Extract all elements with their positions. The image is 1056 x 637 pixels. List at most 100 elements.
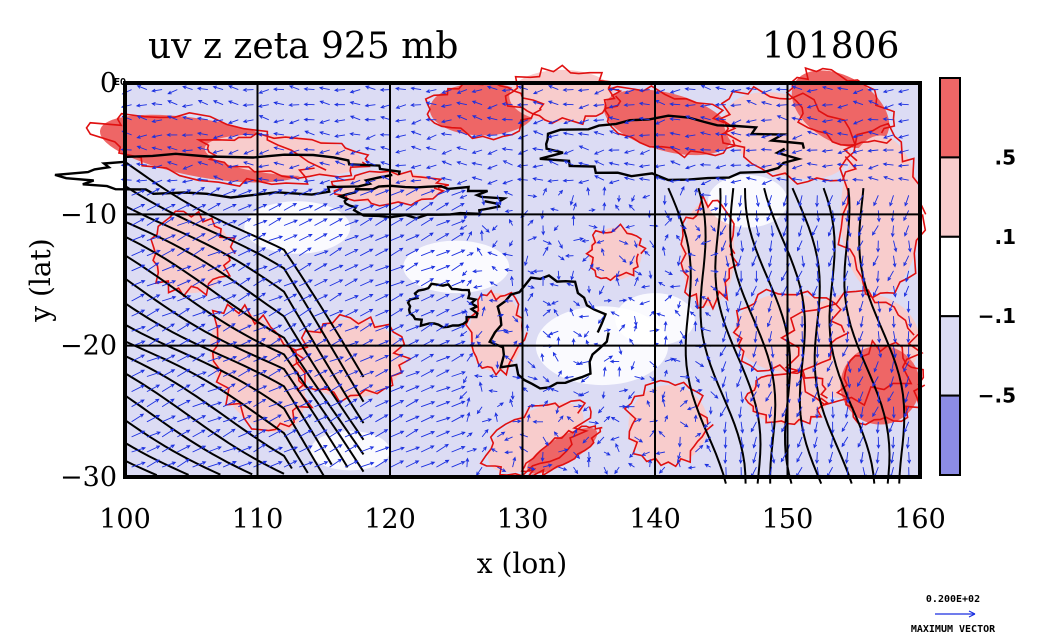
wind-vector <box>359 398 373 408</box>
wind-vector <box>420 415 435 423</box>
wind-vector <box>329 428 343 438</box>
wind-vector <box>760 164 772 169</box>
wind-vector <box>375 386 390 393</box>
wind-vector <box>451 431 466 438</box>
wind-vector <box>791 177 803 182</box>
wind-vector <box>903 361 910 373</box>
wind-vector <box>192 278 206 287</box>
wind-vector <box>736 255 742 268</box>
wind-vector <box>288 103 300 107</box>
wind-vector <box>405 325 420 332</box>
wind-vector <box>638 133 650 138</box>
wind-vector <box>725 391 730 404</box>
wind-vector <box>593 131 605 136</box>
wind-vector <box>566 282 574 287</box>
wind-vector <box>146 280 162 287</box>
wind-vector <box>882 148 894 153</box>
wind-vector <box>299 400 313 408</box>
wind-vector <box>390 217 404 226</box>
wind-vector <box>603 466 608 475</box>
wind-vector <box>131 218 145 226</box>
wind-vector <box>852 177 864 182</box>
wind-vector <box>624 89 635 94</box>
wind-vector <box>821 103 833 107</box>
wind-vector <box>768 240 773 253</box>
wind-vector <box>550 300 559 305</box>
wind-vector <box>876 436 881 449</box>
wind-vector <box>676 255 681 267</box>
wind-vector <box>501 132 513 137</box>
wind-vector <box>268 414 282 423</box>
wind-vector <box>532 164 544 169</box>
wind-vector <box>273 101 285 106</box>
wind-vector <box>532 147 544 151</box>
wind-vector <box>405 280 420 287</box>
wind-vector <box>836 131 848 136</box>
wind-vector <box>830 421 835 434</box>
wind-vector <box>887 391 894 402</box>
wind-vector <box>436 416 451 423</box>
wind-vector <box>542 436 549 447</box>
x-tick-label: 110 <box>232 504 284 535</box>
wind-vector <box>161 248 176 257</box>
wind-vector <box>420 369 435 377</box>
wind-vector <box>268 385 283 393</box>
wind-vector <box>685 115 696 121</box>
height-contour <box>124 254 365 473</box>
wind-vector <box>723 421 727 434</box>
wind-vector <box>627 296 635 302</box>
wind-vector <box>846 391 851 404</box>
wind-vector <box>283 293 298 302</box>
wind-vector <box>192 461 207 468</box>
wind-vector <box>192 323 206 332</box>
wind-vector <box>577 161 589 166</box>
wind-vector <box>314 203 328 211</box>
wind-vector <box>746 100 757 106</box>
wind-vector <box>167 89 178 95</box>
wind-vector <box>782 225 788 238</box>
wind-vector <box>577 131 589 136</box>
wind-vector <box>425 101 437 106</box>
wind-vector <box>549 387 559 393</box>
wind-vector <box>420 217 434 226</box>
wind-vector <box>329 204 344 211</box>
wind-vector <box>663 335 668 347</box>
wind-vector <box>633 324 638 332</box>
wind-vector <box>207 187 221 196</box>
wind-vector <box>730 89 742 93</box>
wind-vector <box>289 175 300 181</box>
wind-vector <box>502 160 513 166</box>
wind-vector <box>847 225 852 238</box>
wind-vector <box>303 147 315 152</box>
wind-vector <box>268 235 284 242</box>
wind-vector <box>242 179 254 185</box>
wind-vector <box>821 149 833 153</box>
height-contour <box>124 459 158 477</box>
wind-vector <box>471 134 483 139</box>
wind-vector <box>451 400 466 408</box>
wind-vector <box>131 461 146 468</box>
wind-vector <box>760 134 772 139</box>
wind-vector <box>563 149 574 155</box>
wind-vector <box>364 179 376 184</box>
wind-vector <box>436 459 450 468</box>
wind-vector <box>721 361 727 373</box>
height-contour <box>124 277 349 468</box>
wind-vector <box>710 225 716 232</box>
wind-vector <box>405 415 420 423</box>
wind-vector <box>258 89 269 94</box>
wind-vector <box>314 323 328 332</box>
wind-vector <box>177 295 192 302</box>
wind-vector <box>796 270 803 282</box>
wind-vector <box>344 189 360 196</box>
vorticity-contour <box>603 85 742 159</box>
wind-vector <box>481 418 493 423</box>
wind-vector <box>329 323 343 332</box>
wind-vector <box>714 117 726 121</box>
wind-vector <box>905 436 910 449</box>
wind-vector <box>557 240 563 249</box>
wind-vector <box>903 406 910 418</box>
wind-vector <box>610 311 620 317</box>
wind-vector <box>319 149 330 154</box>
wind-vector <box>791 134 803 140</box>
